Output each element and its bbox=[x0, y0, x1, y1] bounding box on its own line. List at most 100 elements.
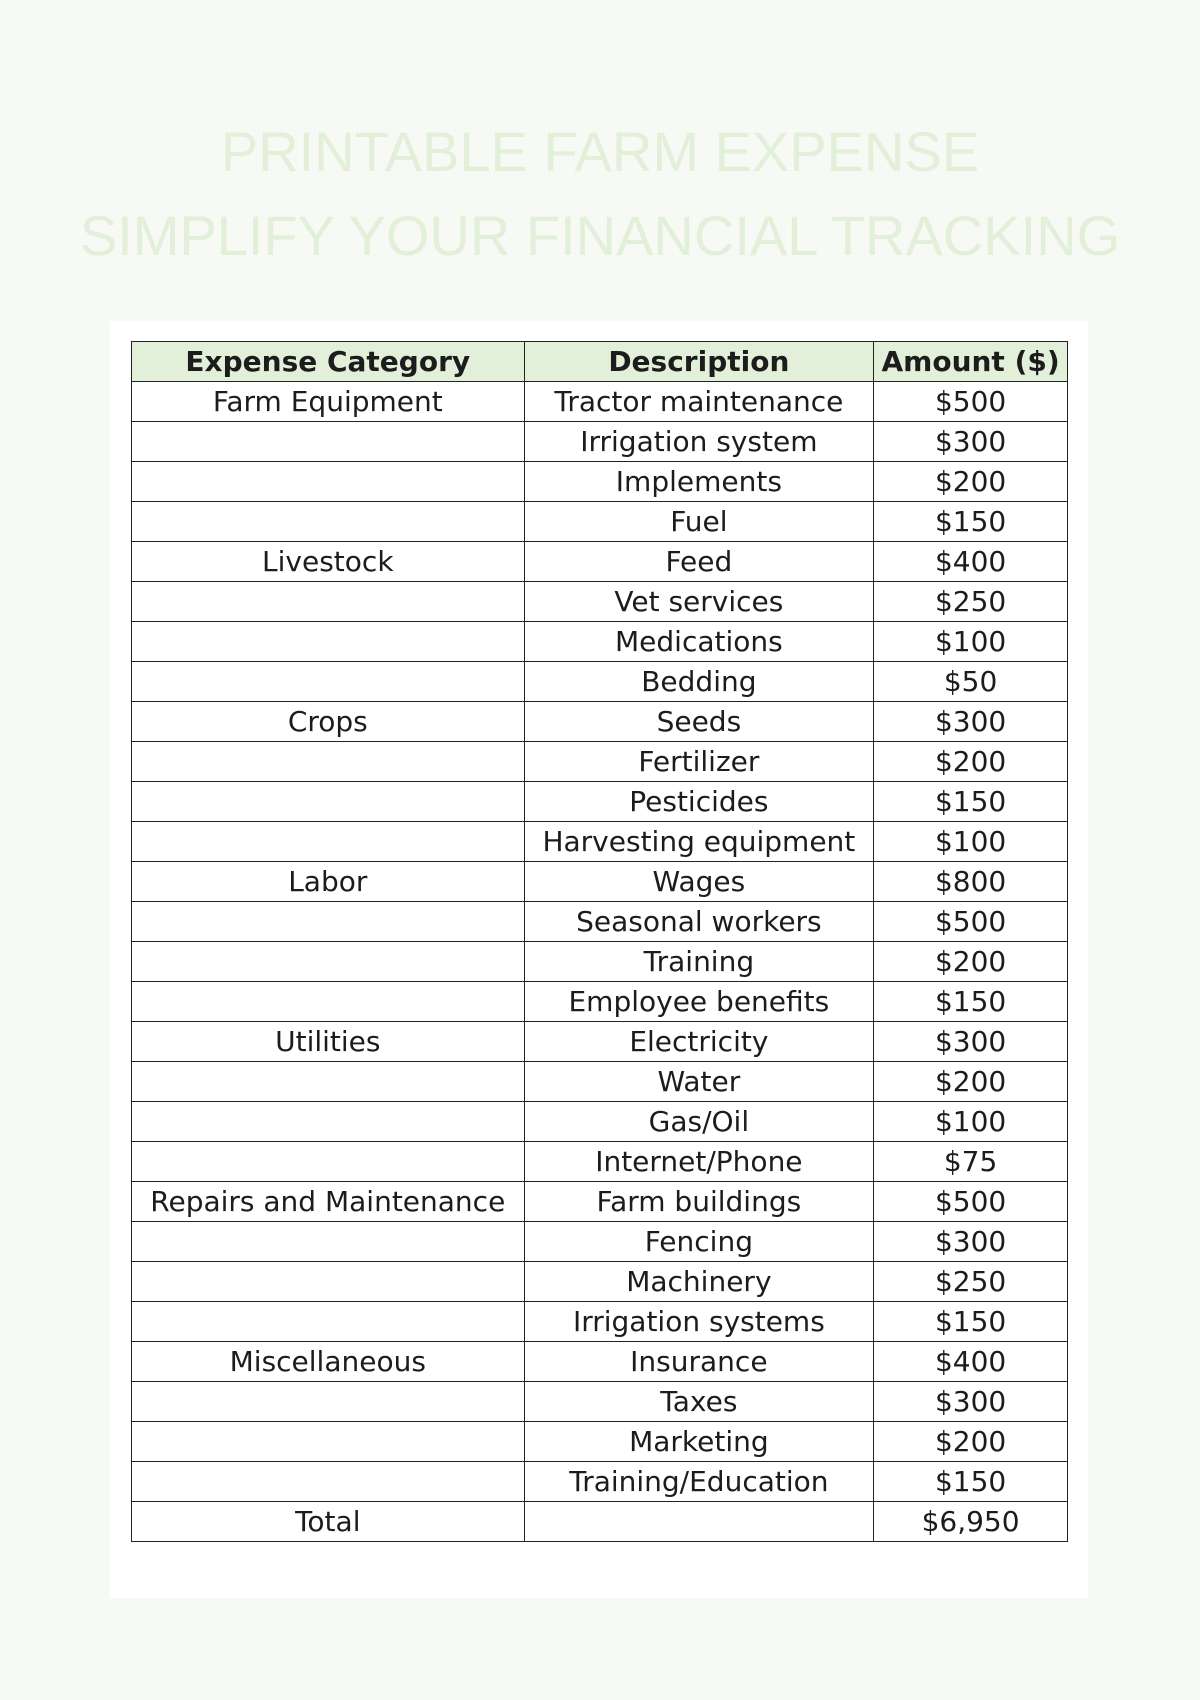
amount-cell: $300 bbox=[873, 421, 1068, 462]
amount-cell: $200 bbox=[873, 1061, 1068, 1102]
amount-cell: $150 bbox=[873, 781, 1068, 822]
table-row: Irrigation system $300 bbox=[131, 421, 1068, 462]
category-cell bbox=[131, 1421, 525, 1462]
amount-cell: $500 bbox=[873, 381, 1068, 422]
description-cell: Insurance bbox=[523, 1341, 875, 1382]
category-cell bbox=[131, 1381, 525, 1422]
description-cell: Farm buildings bbox=[523, 1181, 875, 1222]
description-cell: Taxes bbox=[523, 1381, 875, 1422]
table-row: Farm Equipment Tractor maintenance $500 bbox=[131, 381, 1068, 422]
description-cell: Irrigation systems bbox=[523, 1301, 875, 1342]
table-row: Fuel $150 bbox=[131, 501, 1068, 542]
table-row: Crops Seeds $300 bbox=[131, 701, 1068, 742]
description-cell: Medications bbox=[523, 621, 875, 662]
header-row: Expense Category Description Amount ($) bbox=[131, 341, 1068, 382]
description-cell: Employee benefits bbox=[523, 981, 875, 1022]
table-row: Employee benefits $150 bbox=[131, 981, 1068, 1022]
description-cell: Seeds bbox=[523, 701, 875, 742]
category-cell bbox=[131, 1301, 525, 1342]
category-cell bbox=[131, 781, 525, 822]
table-row: Gas/Oil $100 bbox=[131, 1101, 1068, 1142]
category-cell bbox=[131, 621, 525, 662]
amount-cell: $250 bbox=[873, 581, 1068, 622]
category-cell bbox=[131, 1141, 525, 1182]
category-cell bbox=[131, 1261, 525, 1302]
description-cell: Harvesting equipment bbox=[523, 821, 875, 862]
table-row: Machinery $250 bbox=[131, 1261, 1068, 1302]
amount-cell: $50 bbox=[873, 661, 1068, 702]
title-line-1: PRINTABLE FARM EXPENSE bbox=[220, 120, 980, 183]
description-cell: Tractor maintenance bbox=[523, 381, 875, 422]
description-cell: Machinery bbox=[523, 1261, 875, 1302]
amount-cell: $100 bbox=[873, 821, 1068, 862]
table-row: Vet services $250 bbox=[131, 581, 1068, 622]
description-cell bbox=[523, 1501, 875, 1542]
category-cell: Utilities bbox=[131, 1021, 525, 1062]
category-cell bbox=[131, 941, 525, 982]
description-cell: Implements bbox=[523, 461, 875, 502]
description-cell: Fuel bbox=[523, 501, 875, 542]
category-cell: Total bbox=[131, 1501, 525, 1542]
amount-cell: $800 bbox=[873, 861, 1068, 902]
category-cell: Farm Equipment bbox=[131, 381, 525, 422]
amount-cell: $100 bbox=[873, 1101, 1068, 1142]
table-row: Internet/Phone $75 bbox=[131, 1141, 1068, 1182]
description-cell: Training/Education bbox=[523, 1461, 875, 1502]
table-row: Taxes $300 bbox=[131, 1381, 1068, 1422]
amount-cell: $500 bbox=[873, 901, 1068, 942]
description-cell: Bedding bbox=[523, 661, 875, 702]
category-cell: Livestock bbox=[131, 541, 525, 582]
table-row: Fertilizer $200 bbox=[131, 741, 1068, 782]
table-row: Labor Wages $800 bbox=[131, 861, 1068, 902]
amount-cell: $150 bbox=[873, 501, 1068, 542]
category-cell bbox=[131, 1461, 525, 1502]
header-amount: Amount ($) bbox=[873, 341, 1068, 382]
table-row: Livestock Feed $400 bbox=[131, 541, 1068, 582]
amount-cell: $200 bbox=[873, 1421, 1068, 1462]
category-cell: Repairs and Maintenance bbox=[131, 1181, 525, 1222]
category-cell: Labor bbox=[131, 861, 525, 902]
description-cell: Wages bbox=[523, 861, 875, 902]
table-row: Irrigation systems $150 bbox=[131, 1301, 1068, 1342]
table-row: Water $200 bbox=[131, 1061, 1068, 1102]
category-cell bbox=[131, 661, 525, 702]
title-line-2: SIMPLIFY YOUR FINANCIAL TRACKING bbox=[79, 204, 1121, 267]
description-cell: Fencing bbox=[523, 1221, 875, 1262]
table-row: Marketing $200 bbox=[131, 1421, 1068, 1462]
description-cell: Internet/Phone bbox=[523, 1141, 875, 1182]
description-cell: Marketing bbox=[523, 1421, 875, 1462]
table-row: Training/Education $150 bbox=[131, 1461, 1068, 1502]
description-cell: Electricity bbox=[523, 1021, 875, 1062]
category-cell bbox=[131, 741, 525, 782]
table-row: Seasonal workers $500 bbox=[131, 901, 1068, 942]
amount-cell: $300 bbox=[873, 701, 1068, 742]
amount-cell: $200 bbox=[873, 941, 1068, 982]
description-cell: Water bbox=[523, 1061, 875, 1102]
description-cell: Gas/Oil bbox=[523, 1101, 875, 1142]
category-cell bbox=[131, 501, 525, 542]
header-category: Expense Category bbox=[131, 341, 525, 382]
amount-cell: $400 bbox=[873, 541, 1068, 582]
table-row: Training $200 bbox=[131, 941, 1068, 982]
amount-cell: $6,950 bbox=[873, 1501, 1068, 1542]
description-cell: Irrigation system bbox=[523, 421, 875, 462]
amount-cell: $300 bbox=[873, 1021, 1068, 1062]
description-cell: Training bbox=[523, 941, 875, 982]
amount-cell: $400 bbox=[873, 1341, 1068, 1382]
table-row: Fencing $300 bbox=[131, 1221, 1068, 1262]
amount-cell: $150 bbox=[873, 1301, 1068, 1342]
table-row: Medications $100 bbox=[131, 621, 1068, 662]
category-cell bbox=[131, 1221, 525, 1262]
category-cell bbox=[131, 821, 525, 862]
description-cell: Pesticides bbox=[523, 781, 875, 822]
category-cell bbox=[131, 1101, 525, 1142]
table-row: Pesticides $150 bbox=[131, 781, 1068, 822]
total-row: Total $6,950 bbox=[131, 1501, 1068, 1542]
header-description: Description bbox=[523, 341, 875, 382]
amount-cell: $150 bbox=[873, 981, 1068, 1022]
amount-cell: $150 bbox=[873, 1461, 1068, 1502]
amount-cell: $300 bbox=[873, 1381, 1068, 1422]
table-row: Implements $200 bbox=[131, 461, 1068, 502]
description-cell: Vet services bbox=[523, 581, 875, 622]
category-cell bbox=[131, 581, 525, 622]
